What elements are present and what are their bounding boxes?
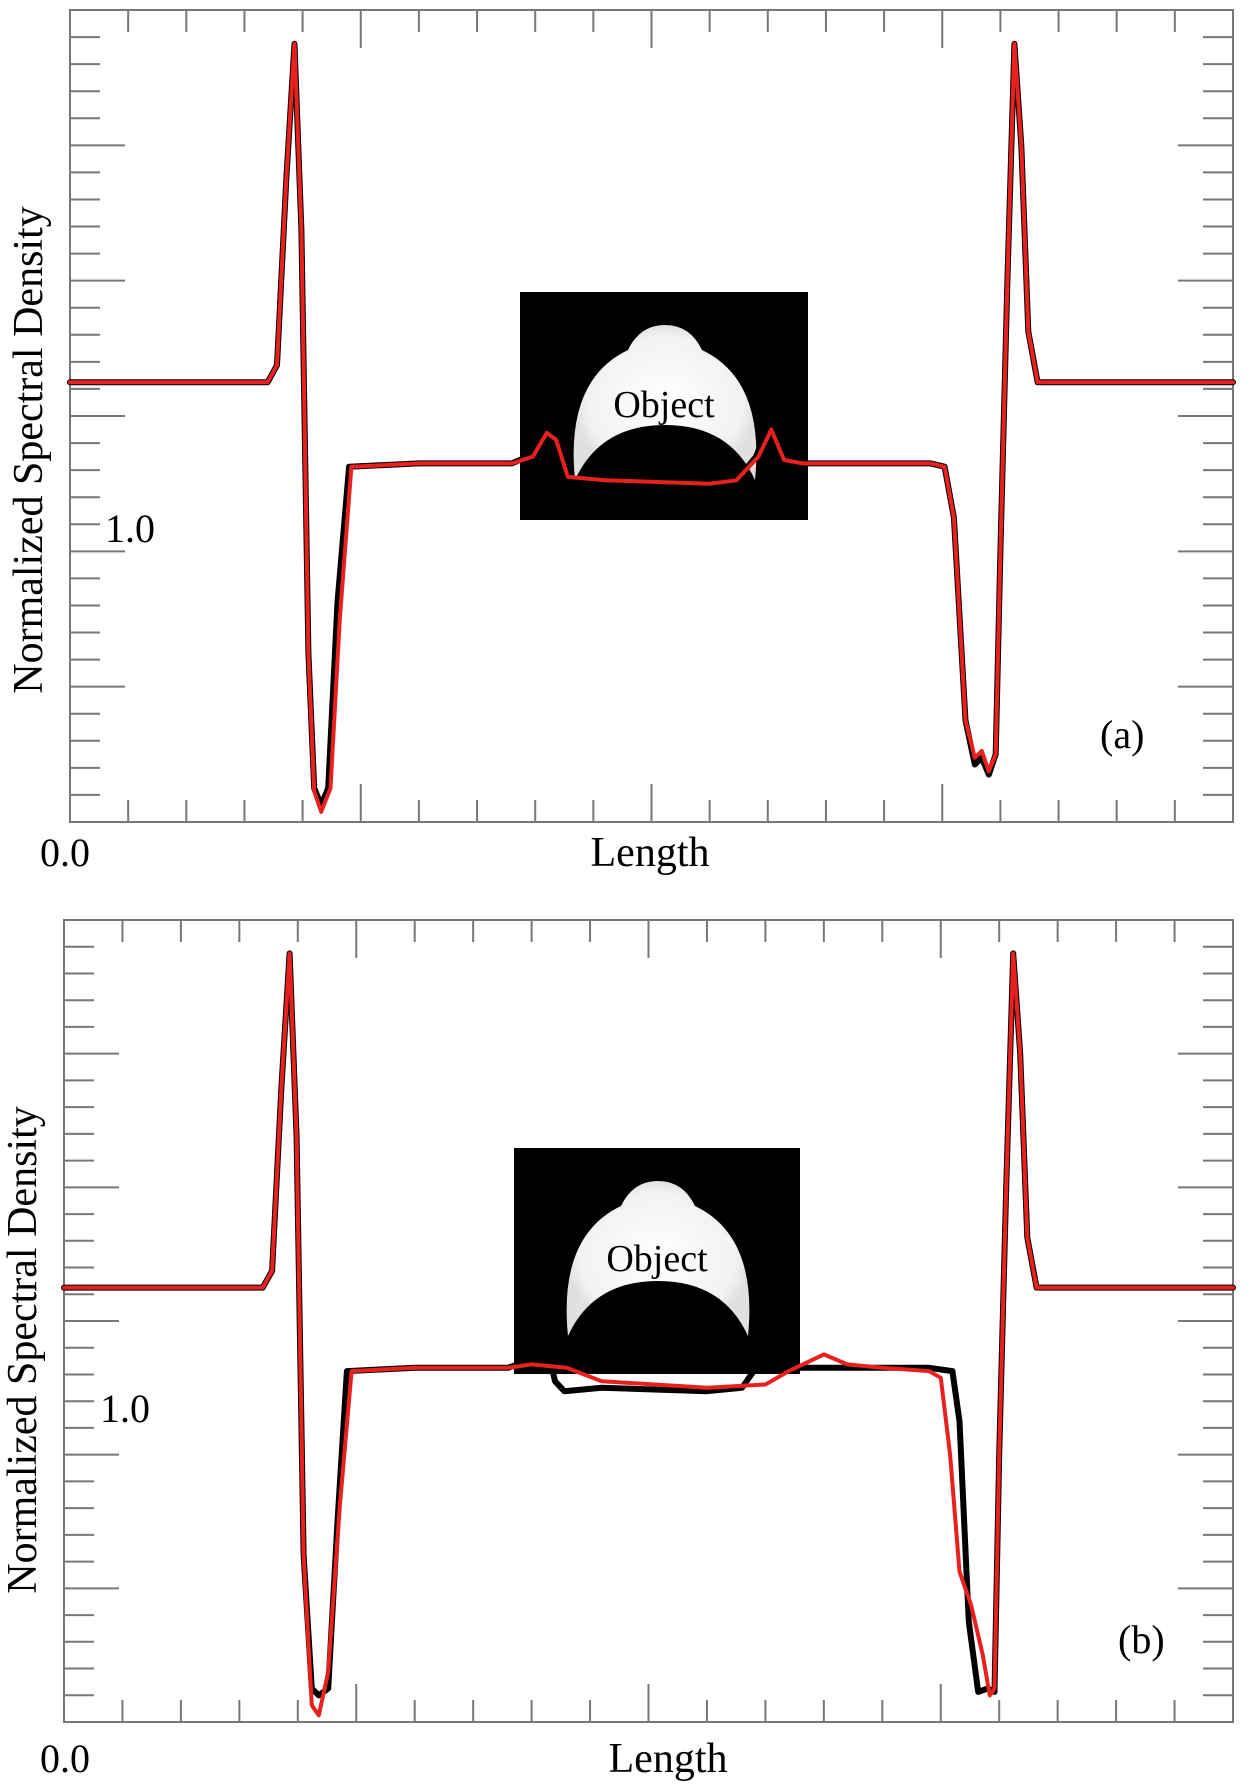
y-tick-label: 1.0 [100, 1386, 150, 1431]
axis-ticks [64, 920, 1233, 1722]
object-shape [573, 325, 757, 480]
panel-b: Object 1.0 0.0 Length Normalized Spectra… [0, 919, 1236, 1782]
series-group [61, 950, 1236, 1718]
inset-object-image: Object [514, 1148, 800, 1374]
y-axis-title: Normalized Spectral Density [6, 206, 52, 694]
y-axis-title: Normalized Spectral Density [0, 1106, 46, 1594]
panel-label: (a) [1100, 712, 1144, 757]
inset-label: Object [606, 1238, 708, 1280]
x-tick-label: 0.0 [40, 830, 90, 875]
series-group [67, 40, 1236, 814]
inset-object-image: Object [520, 292, 808, 520]
series-line-red [62, 951, 1235, 1718]
y-tick-label: 1.0 [105, 506, 155, 551]
inset-label: Object [613, 384, 715, 426]
series-line-red [68, 41, 1235, 814]
x-tick-label: 0.0 [40, 1736, 90, 1781]
x-axis-title: Length [609, 1736, 728, 1782]
object-shape [566, 1181, 750, 1336]
panel-a: Object 1.0 0.0 Length Normalized Spectra… [6, 9, 1236, 876]
axis-ticks [70, 10, 1233, 822]
panel-label: (b) [1118, 1617, 1165, 1662]
x-axis-title: Length [591, 830, 710, 876]
